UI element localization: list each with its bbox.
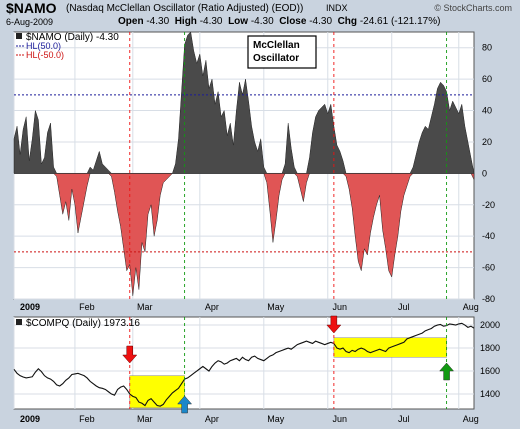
compq-x-tick-label: 2009	[20, 414, 40, 424]
chg-value: -24.61 (-121.17%)	[359, 16, 441, 27]
compq-legend-swatch	[16, 319, 22, 325]
compq-y-tick-label: 1800	[480, 343, 500, 353]
namo-legend-swatch	[16, 33, 22, 39]
annotation-text: Oscillator	[253, 53, 299, 64]
osc-x-tick-label: Feb	[79, 302, 95, 312]
osc-x-tick-label: Jun	[333, 302, 348, 312]
close-value: -4.30	[309, 16, 333, 27]
osc-y-tick-label: 60	[482, 74, 492, 84]
osc-y-tick-label: 0	[482, 168, 487, 178]
open-label: Open	[118, 16, 144, 27]
symbol-description: (Nasdaq McClellan Oscillator (Ratio Adju…	[66, 3, 304, 14]
osc-x-tick-label: Mar	[137, 302, 153, 312]
open-value: -4.30	[146, 16, 170, 27]
compq-y-tick-label: 1400	[480, 389, 500, 399]
chg-label: Chg	[337, 16, 358, 27]
chart-header: $NAMO (Nasdaq McClellan Oscillator (Rati…	[0, 0, 520, 30]
low-label: Low	[228, 16, 249, 27]
watermark: © StockCharts.com	[434, 3, 512, 13]
annotation-text: McClellan	[253, 40, 300, 51]
osc-y-tick-label: 20	[482, 137, 492, 147]
compq-y-tick-label: 2000	[480, 320, 500, 330]
high-label: High	[174, 16, 197, 27]
quote-date: 6-Aug-2009	[6, 17, 54, 27]
osc-x-tick-label: May	[267, 302, 285, 312]
hlneg50-legend-label: HL(-50.0)	[26, 50, 64, 60]
compq-x-tick-label: Aug	[463, 414, 479, 424]
osc-y-tick-label: -80	[482, 294, 495, 304]
quote-line: Open -4.30 High -4.30 Low -4.30 Close -4…	[118, 16, 440, 27]
red-down-arrow-icon	[326, 315, 342, 334]
red-down-arrow-icon	[122, 345, 138, 364]
namo-legend-label: $NAMO (Daily) -4.30	[26, 32, 119, 43]
osc-x-tick-label: 2009	[20, 302, 40, 312]
exchange-label: INDX	[326, 3, 348, 13]
symbol-title: $NAMO	[6, 0, 57, 16]
compq-legend-label: $COMPQ (Daily) 1973.16	[26, 318, 140, 329]
compq-x-tick-label: Feb	[79, 414, 95, 424]
compq-x-tick-label: Jul	[398, 414, 410, 424]
compq-panel	[13, 316, 475, 410]
osc-x-tick-label: Aug	[463, 302, 479, 312]
green-up-arrow-icon	[439, 362, 455, 381]
blue-up-arrow-icon	[177, 395, 193, 414]
close-label: Close	[279, 16, 307, 27]
osc-y-tick-label: 80	[482, 43, 492, 53]
osc-y-tick-label: 40	[482, 106, 492, 116]
compq-x-tick-label: Jun	[333, 414, 348, 424]
low-value: -4.30	[250, 16, 274, 27]
high-value: -4.30	[199, 16, 223, 27]
compq-x-tick-label: Mar	[137, 414, 153, 424]
osc-y-tick-label: -20	[482, 200, 495, 210]
compq-y-tick-label: 1600	[480, 366, 500, 376]
compq-price-line	[13, 322, 475, 407]
osc-x-tick-label: Jul	[398, 302, 410, 312]
annotation-box	[247, 35, 317, 69]
compq-x-tick-label: Apr	[205, 414, 219, 424]
osc-y-tick-label: -60	[482, 263, 495, 273]
hl50-legend-label: HL(50.0)	[26, 41, 61, 51]
osc-x-tick-label: Apr	[205, 302, 219, 312]
osc-y-tick-label: -40	[482, 231, 495, 241]
compq-highlight-box	[129, 375, 185, 409]
compq-x-tick-label: May	[267, 414, 285, 424]
